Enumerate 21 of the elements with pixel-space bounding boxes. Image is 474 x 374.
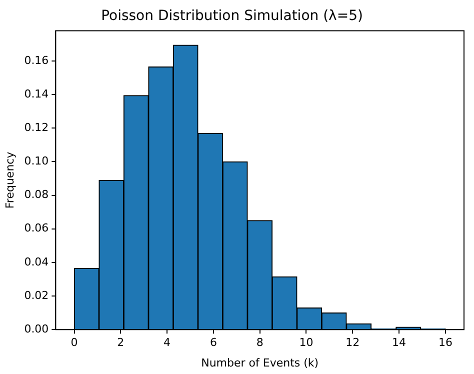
- y-tick-label: 0.02: [24, 288, 49, 302]
- y-tick-label: 0.10: [24, 154, 49, 168]
- y-tick-label: 0.12: [24, 121, 49, 134]
- x-tick-label: 10: [299, 336, 314, 350]
- x-axis-title: Number of Events (k): [201, 356, 319, 370]
- x-tick-label: 0: [70, 336, 78, 350]
- y-tick-label: 0.06: [24, 222, 49, 235]
- x-tick-label: 16: [438, 336, 452, 350]
- y-tick-label: 0.04: [24, 255, 49, 268]
- y-tick-label: 0.00: [24, 322, 49, 336]
- chart-title: Poisson Distribution Simulation (λ=5): [101, 8, 363, 24]
- x-tick-label: 4: [164, 336, 171, 350]
- y-tick-label: 0.14: [24, 87, 49, 100]
- y-axis-title: Frequency: [3, 151, 16, 209]
- y-tick-label: 0.16: [24, 54, 49, 67]
- x-tick-label: 6: [210, 336, 217, 350]
- x-tick-label: 8: [256, 336, 264, 350]
- x-tick-label: 14: [392, 336, 406, 350]
- x-tick-label: 2: [117, 336, 124, 350]
- y-tick-label: 0.08: [24, 188, 49, 202]
- x-tick-label: 12: [346, 336, 360, 350]
